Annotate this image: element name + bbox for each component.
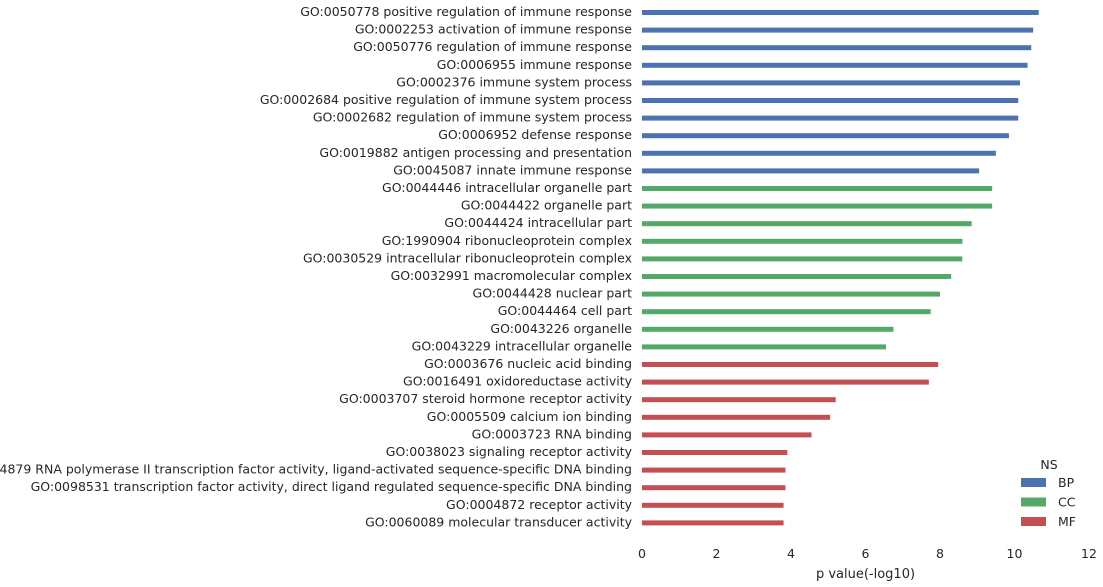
bar-18 <box>642 309 931 315</box>
category-label-30: GO:0060089 molecular transducer activity <box>365 514 633 529</box>
category-label-29: GO:0004872 receptor activity <box>446 497 633 512</box>
bar-12 <box>642 203 993 209</box>
category-label-4: GO:0006955 immune response <box>437 57 633 72</box>
category-label-22: GO:0016491 oxidoreductase activity <box>403 374 633 389</box>
category-label-24: GO:0005509 calcium ion binding <box>427 409 632 424</box>
legend-label-bp: BP <box>1058 475 1075 490</box>
category-label-12: GO:0044422 organelle part <box>461 198 632 213</box>
category-label-6: GO:0002684 positive regulation of immune… <box>260 92 632 107</box>
category-label-23: GO:0003707 steroid hormone receptor acti… <box>339 391 632 406</box>
bar-3 <box>642 45 1032 51</box>
category-label-9: GO:0019882 antigen processing and presen… <box>319 145 632 160</box>
bar-6 <box>642 98 1019 103</box>
bar-16 <box>642 274 952 279</box>
x-tick-label-8: 8 <box>936 546 944 561</box>
bar-10 <box>642 168 980 174</box>
category-label-19: GO:0043226 organelle <box>490 321 632 336</box>
category-label-5: GO:0002376 immune system process <box>396 74 632 89</box>
category-labels: GO:0050778 positive regulation of immune… <box>0 4 633 529</box>
bar-20 <box>642 344 886 350</box>
bar-22 <box>642 379 929 385</box>
bar-29 <box>642 502 784 508</box>
bar-27 <box>642 467 786 473</box>
category-label-8: GO:0006952 defense response <box>438 127 632 142</box>
bars-layer <box>642 10 1039 526</box>
bar-1 <box>642 10 1039 15</box>
bar-23 <box>642 397 836 403</box>
category-label-25: GO:0003723 RNA binding <box>472 426 632 441</box>
bar-13 <box>642 221 972 227</box>
bar-14 <box>642 238 963 244</box>
x-tick-label-10: 10 <box>1007 546 1023 561</box>
category-label-11: GO:0044446 intracellular organelle part <box>382 180 632 195</box>
x-tick-label-6: 6 <box>862 546 870 561</box>
legend-label-mf: MF <box>1058 514 1076 529</box>
x-tick-label-12: 12 <box>1081 546 1097 561</box>
x-tick-label-4: 4 <box>787 546 795 561</box>
legend-swatch-cc <box>1021 497 1046 507</box>
bar-21 <box>642 362 939 367</box>
bar-28 <box>642 485 786 491</box>
bar-8 <box>642 133 1009 139</box>
bar-26 <box>642 450 788 455</box>
bar-9 <box>642 150 996 156</box>
x-tick-label-0: 0 <box>638 546 646 561</box>
category-label-14: GO:1990904 ribonucleoprotein complex <box>382 233 632 248</box>
bar-2 <box>642 27 1034 33</box>
category-label-1: GO:0050778 positive regulation of immune… <box>300 4 632 19</box>
bar-30 <box>642 520 784 526</box>
category-label-15: GO:0030529 intracellular ribonucleoprote… <box>303 250 632 265</box>
legend: NS BP CC MF <box>1021 457 1076 529</box>
category-label-3: GO:0050776 regulation of immune response <box>353 39 632 54</box>
x-axis: 0 2 4 6 8 10 12 <box>638 546 1097 561</box>
bar-4 <box>642 62 1028 68</box>
legend-swatch-bp <box>1021 478 1046 487</box>
bar-17 <box>642 291 940 297</box>
category-label-27: GO:0004879 RNA polymerase II transcripti… <box>0 462 632 477</box>
category-label-28: GO:0098531 transcription factor activity… <box>31 479 632 494</box>
category-label-13: GO:0044424 intracellular part <box>444 215 632 230</box>
x-axis-label: p value(-log10) <box>816 567 915 582</box>
category-label-18: GO:0044464 cell part <box>498 303 632 318</box>
bar-7 <box>642 115 1019 121</box>
legend-swatch-mf <box>1021 517 1046 526</box>
bar-19 <box>642 326 894 332</box>
category-label-2: GO:0002253 activation of immune response <box>355 22 632 37</box>
category-label-21: GO:0003676 nucleic acid binding <box>424 356 632 371</box>
bar-15 <box>642 256 963 262</box>
category-label-16: GO:0032991 macromolecular complex <box>391 268 632 283</box>
x-tick-label-2: 2 <box>713 546 721 561</box>
legend-label-cc: CC <box>1058 495 1076 510</box>
category-label-26: GO:0038023 signaling receptor activity <box>386 444 633 459</box>
category-label-10: GO:0045087 innate immune response <box>393 162 632 177</box>
bar-11 <box>642 186 993 191</box>
bar-5 <box>642 80 1021 86</box>
legend-title: NS <box>1040 457 1057 472</box>
bar-25 <box>642 432 812 438</box>
category-label-20: GO:0043229 intracellular organelle <box>412 338 633 353</box>
category-label-7: GO:0002682 regulation of immune system p… <box>313 110 632 125</box>
bar-24 <box>642 414 831 420</box>
category-label-17: GO:0044428 nuclear part <box>473 286 633 301</box>
